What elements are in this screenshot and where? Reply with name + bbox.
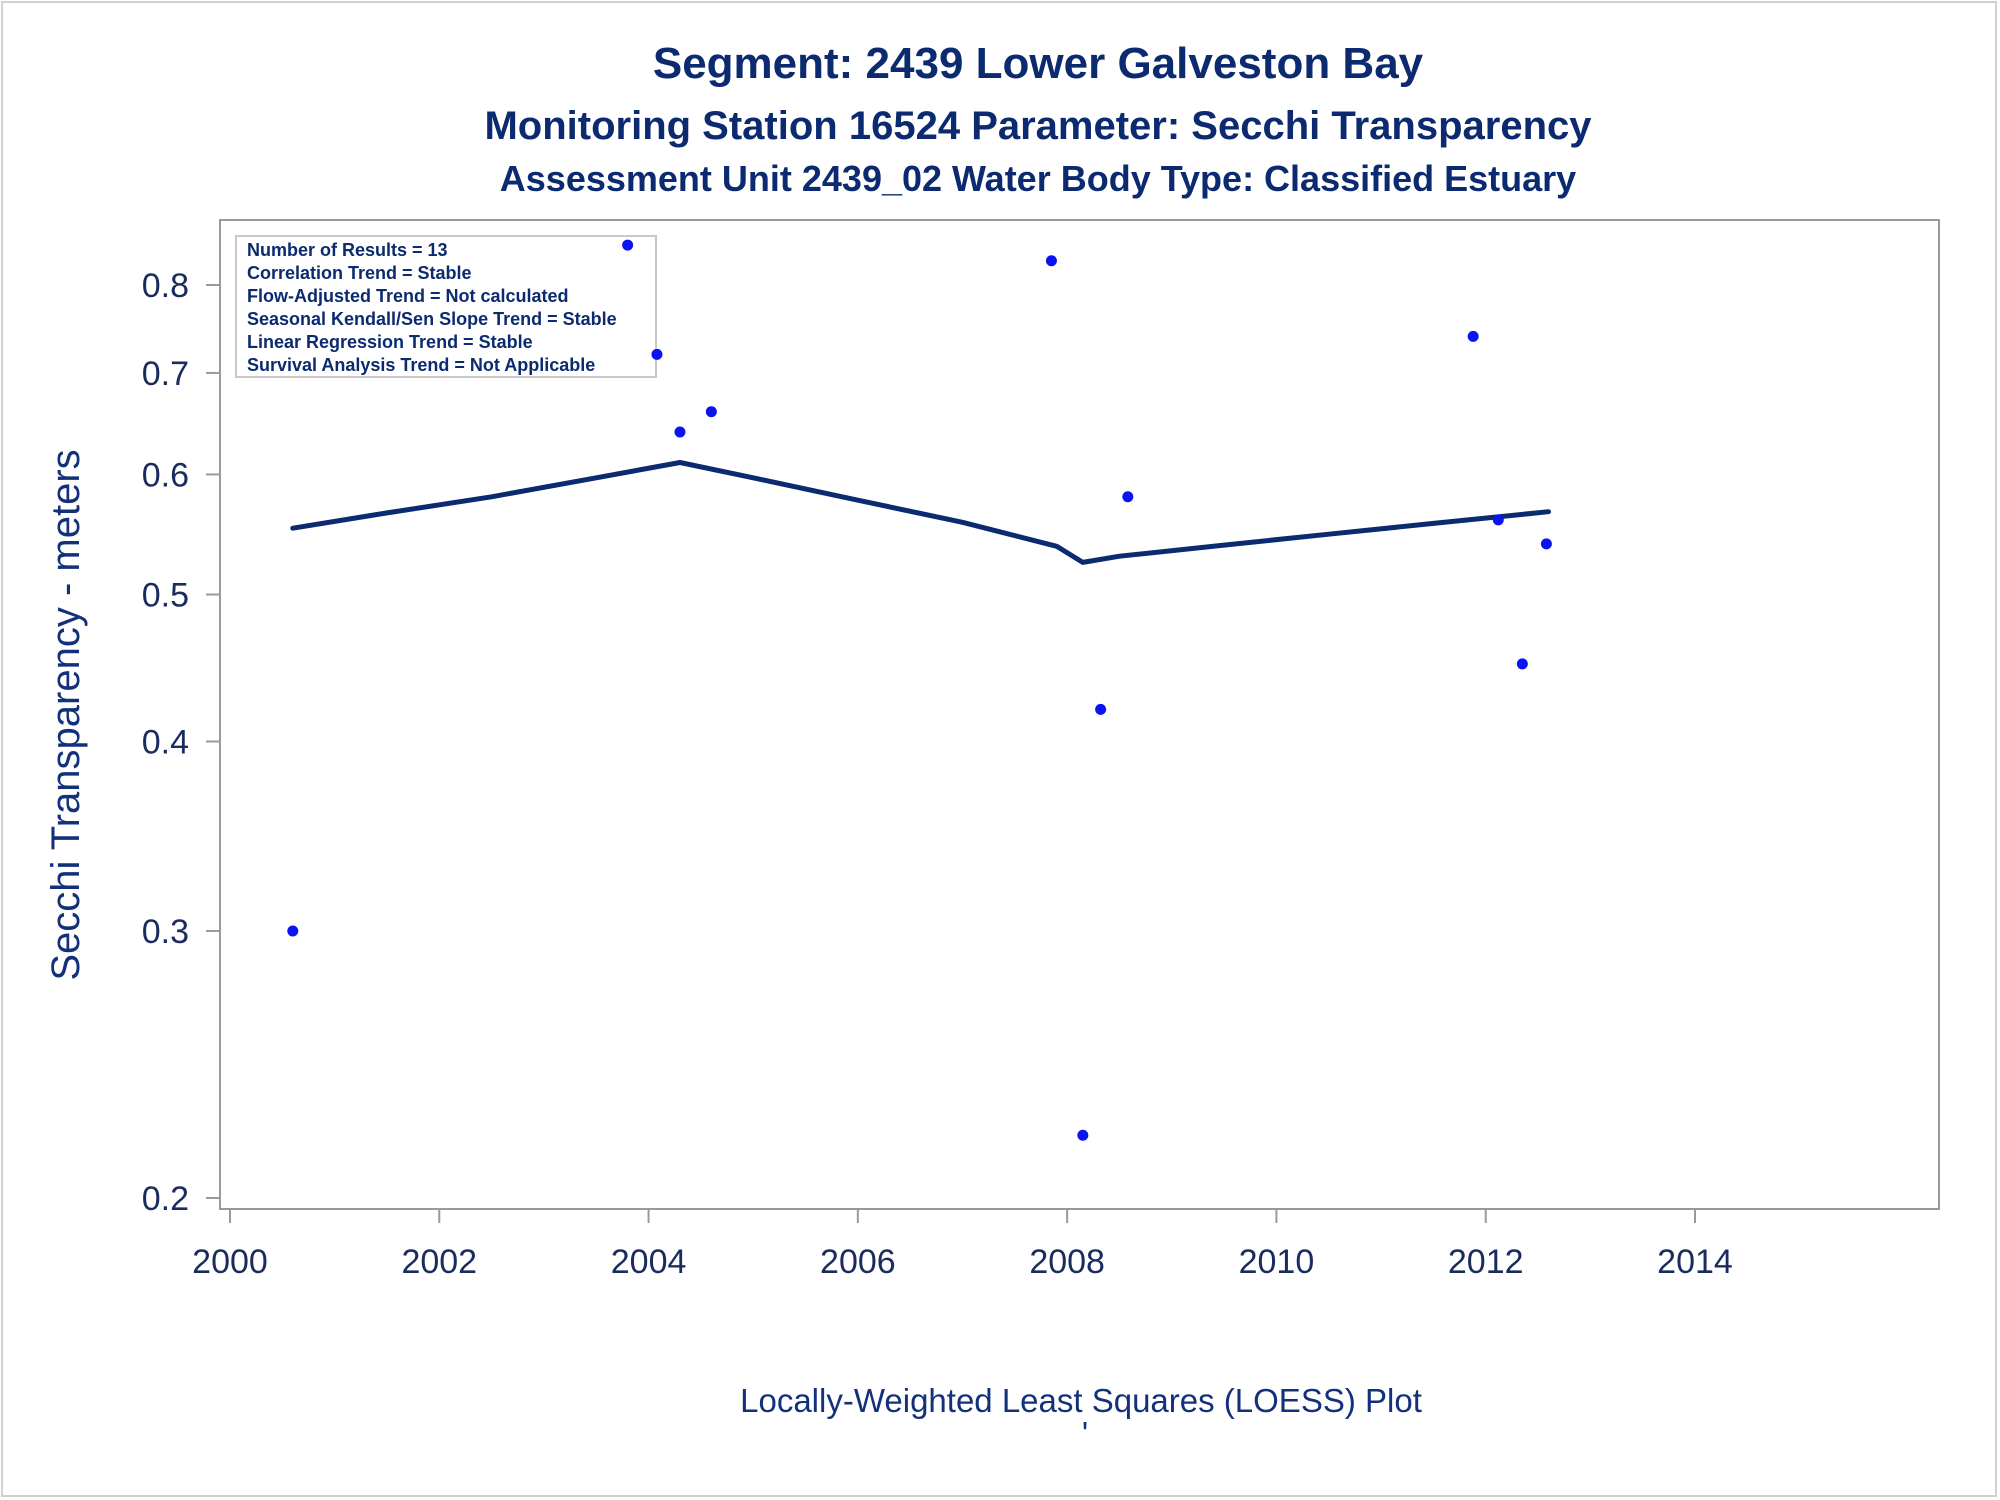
footnote-mark: '	[1082, 1415, 1088, 1452]
data-point	[287, 925, 299, 937]
x-tick-label: 2008	[1029, 1243, 1105, 1281]
y-tick-label: 0.5	[142, 577, 189, 615]
footnote: Locally-Weighted Least Squares (LOESS) P…	[740, 1382, 1422, 1419]
data-point	[1467, 330, 1479, 342]
data-point	[1492, 514, 1504, 526]
chart-subtitle: Monitoring Station 16524 Parameter: Secc…	[484, 104, 1592, 148]
x-tick-label: 2012	[1448, 1243, 1524, 1281]
chart-title: Segment: 2439 Lower Galveston Bay	[653, 39, 1424, 88]
x-tick-label: 2010	[1239, 1243, 1315, 1281]
data-point	[1516, 658, 1528, 670]
data-point	[651, 348, 663, 360]
legend-line: Seasonal Kendall/Sen Slope Trend = Stabl…	[247, 309, 617, 329]
x-tick-label: 2006	[820, 1243, 896, 1281]
x-tick-label: 2014	[1657, 1243, 1733, 1281]
y-tick-label: 0.6	[142, 456, 189, 494]
x-tick-label: 2004	[611, 1243, 687, 1281]
legend-line: Survival Analysis Trend = Not Applicable	[247, 355, 595, 375]
x-tick-label: 2002	[401, 1243, 477, 1281]
y-tick-label: 0.2	[142, 1180, 189, 1218]
loess-line	[290, 460, 1551, 565]
y-tick-label: 0.4	[142, 724, 189, 762]
x-tick-label: 2000	[192, 1243, 268, 1281]
y-tick-label: 0.3	[142, 913, 189, 951]
data-points	[287, 239, 1552, 1141]
legend-line: Flow-Adjusted Trend = Not calculated	[247, 286, 569, 306]
y-tick-label: 0.7	[142, 355, 189, 393]
data-point	[1077, 1129, 1089, 1141]
data-point	[705, 406, 717, 418]
data-point	[1122, 491, 1134, 503]
y-axis-label: Secchi Transparency - meters	[44, 449, 88, 980]
data-point	[622, 239, 634, 251]
plot-area	[219, 219, 1940, 1210]
x-axis: 2000 2002 2004 2006 2008 2010 2012 2014	[192, 1209, 1733, 1281]
legend-line: Correlation Trend = Stable	[247, 263, 472, 283]
legend-line: Number of Results = 13	[247, 240, 448, 260]
y-tick-label: 0.8	[142, 267, 189, 305]
data-point	[1095, 703, 1107, 715]
legend-line: Linear Regression Trend = Stable	[247, 332, 533, 352]
data-point	[1045, 255, 1057, 267]
data-point	[1540, 538, 1552, 550]
legend-box: Number of Results = 13 Correlation Trend …	[235, 235, 657, 378]
y-axis: 0.2 0.3 0.4 0.5 0.6 0.7 0.8	[142, 267, 220, 1218]
data-point	[674, 426, 686, 438]
chart-subtitle-2: Assessment Unit 2439_02 Water Body Type:…	[500, 158, 1576, 199]
